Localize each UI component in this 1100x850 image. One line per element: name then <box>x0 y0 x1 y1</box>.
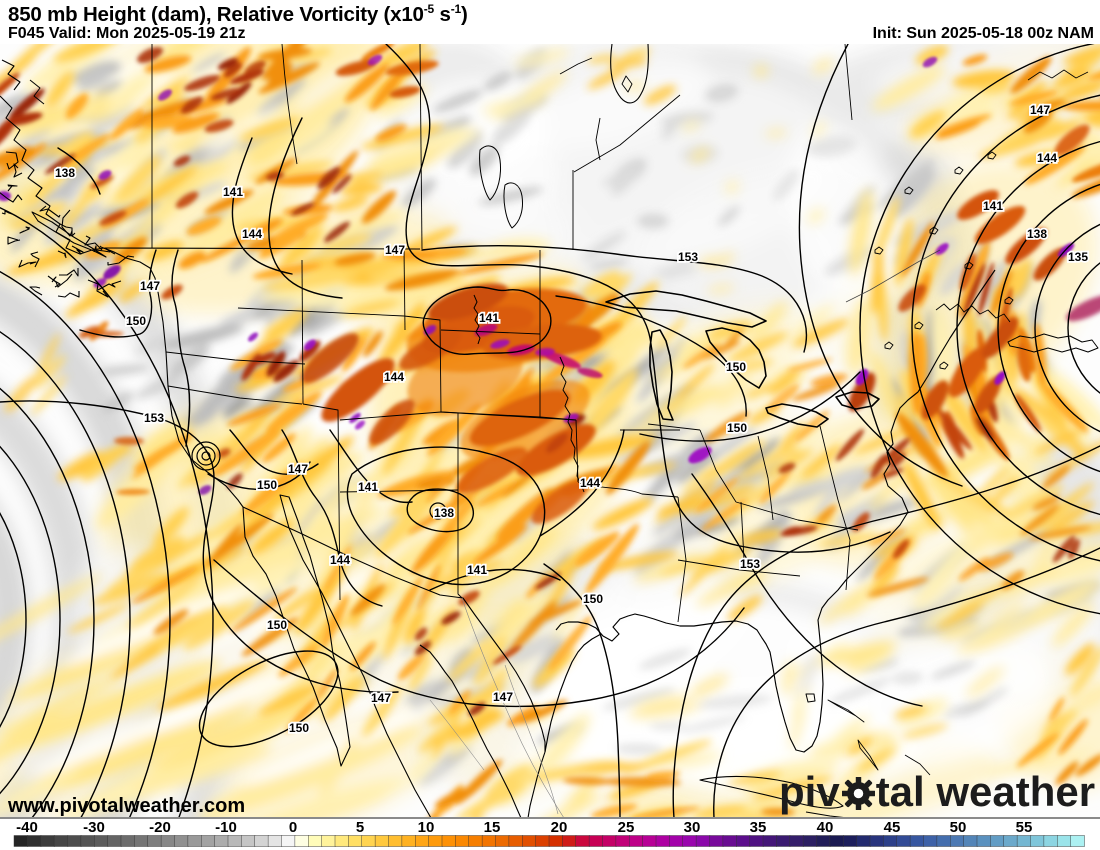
svg-text:150: 150 <box>267 618 287 632</box>
svg-text:138: 138 <box>434 506 454 520</box>
svg-text:147: 147 <box>288 462 308 476</box>
svg-text:153: 153 <box>678 250 698 264</box>
svg-text:141: 141 <box>358 480 378 494</box>
svg-text:144: 144 <box>1037 151 1057 165</box>
svg-text:150: 150 <box>727 421 747 435</box>
svg-text:138: 138 <box>1027 227 1047 241</box>
svg-text:135: 135 <box>1068 250 1088 264</box>
svg-text:138: 138 <box>55 166 75 180</box>
svg-text:147: 147 <box>493 690 513 704</box>
svg-text:141: 141 <box>983 199 1003 213</box>
svg-text:150: 150 <box>126 314 146 328</box>
svg-text:144: 144 <box>242 227 262 241</box>
svg-text:153: 153 <box>144 411 164 425</box>
svg-text:144: 144 <box>330 553 350 567</box>
svg-text:141: 141 <box>467 563 487 577</box>
svg-text:150: 150 <box>289 721 309 735</box>
svg-text:147: 147 <box>385 243 405 257</box>
svg-text:153: 153 <box>740 557 760 571</box>
svg-text:141: 141 <box>479 311 499 325</box>
svg-text:150: 150 <box>257 478 277 492</box>
svg-text:147: 147 <box>371 691 391 705</box>
svg-text:150: 150 <box>726 360 746 374</box>
svg-text:141: 141 <box>223 185 243 199</box>
svg-text:144: 144 <box>580 476 600 490</box>
svg-text:147: 147 <box>140 279 160 293</box>
svg-text:144: 144 <box>384 370 404 384</box>
svg-text:150: 150 <box>583 592 603 606</box>
svg-text:147: 147 <box>1030 103 1050 117</box>
